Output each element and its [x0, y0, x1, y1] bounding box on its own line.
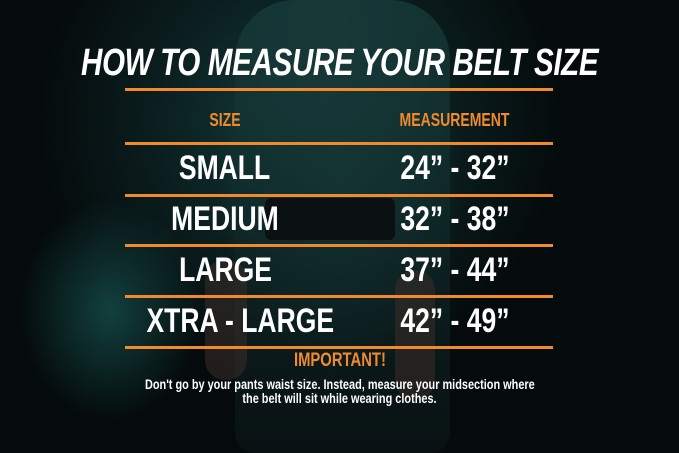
note-text: the belt will sit while wearing clothes. — [242, 390, 437, 406]
size-text: SMALL — [179, 149, 271, 187]
measurement-text: 42” - 49” — [400, 302, 510, 340]
measurement-text: 32” - 38” — [400, 200, 510, 238]
note-text: Don't go by your pants waist size. Inste… — [144, 376, 535, 392]
row-measurement: 42” - 49” — [325, 302, 585, 341]
background-arm-left — [205, 260, 247, 380]
row-measurement: 37” - 44” — [325, 251, 585, 290]
divider — [125, 142, 553, 145]
page-title: HOW TO MEASURE YOUR BELT SIZE — [0, 42, 679, 85]
important-text: IMPORTANT! — [293, 350, 386, 371]
divider — [125, 244, 553, 247]
row-measurement: 24” - 32” — [325, 149, 585, 188]
row-size: MEDIUM — [95, 200, 355, 239]
size-text: XTRA - LARGE — [146, 302, 334, 340]
row-measurement: 32” - 38” — [325, 200, 585, 239]
note-line-1: Don't go by your pants waist size. Inste… — [0, 377, 679, 391]
size-text: LARGE — [178, 251, 272, 289]
header-measurement-text: MEASUREMENT — [399, 110, 510, 130]
divider — [125, 295, 553, 298]
divider — [125, 88, 553, 91]
measurement-text: 37” - 44” — [400, 251, 510, 289]
header-size: SIZE — [95, 110, 355, 131]
divider — [125, 346, 553, 349]
divider — [125, 194, 553, 197]
size-text: MEDIUM — [171, 200, 279, 238]
background-arm-right — [395, 270, 435, 400]
important-heading: IMPORTANT! — [0, 350, 679, 372]
header-measurement: MEASUREMENT — [325, 110, 585, 131]
background-belt — [265, 198, 395, 240]
header-size-text: SIZE — [209, 110, 241, 130]
measurement-text: 24” - 32” — [400, 149, 510, 187]
note-line-2: the belt will sit while wearing clothes. — [0, 391, 679, 405]
row-size: SMALL — [95, 149, 355, 188]
row-size: LARGE — [95, 251, 355, 290]
title-text: HOW TO MEASURE YOUR BELT SIZE — [80, 42, 599, 84]
row-size: XTRA - LARGE — [110, 302, 370, 341]
